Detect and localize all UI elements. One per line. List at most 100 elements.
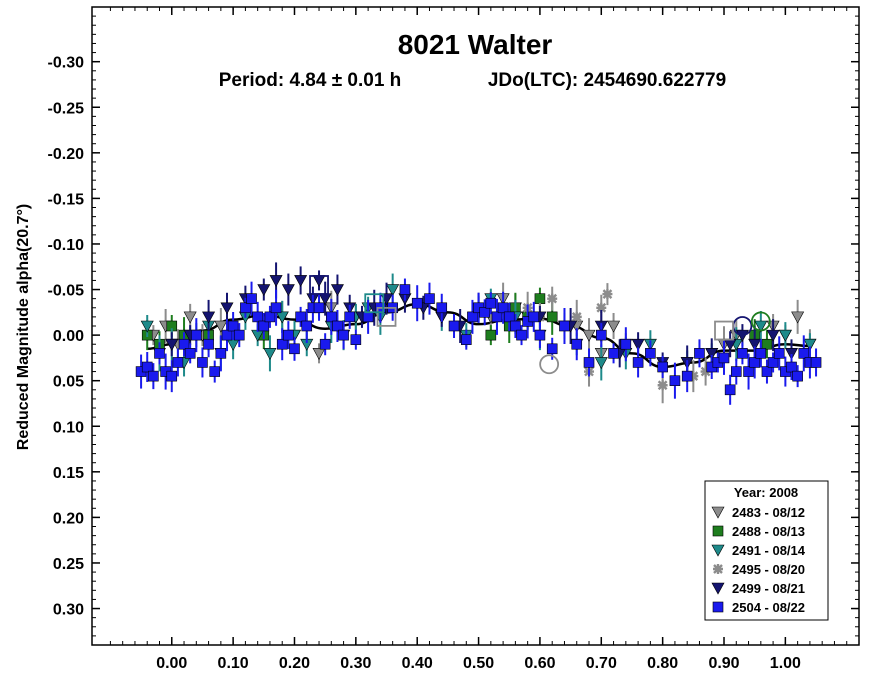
data-point: [275, 311, 289, 324]
data-point: [166, 370, 178, 382]
data-point: [172, 357, 184, 368]
data-point: [497, 302, 509, 314]
highlight-square: [309, 275, 329, 295]
data-point: [724, 384, 736, 396]
data-point: [209, 366, 221, 377]
data-point: [220, 302, 234, 315]
y-tick-label: -0.15: [48, 191, 85, 208]
data-point: [688, 371, 699, 382]
data-point: [479, 307, 491, 318]
data-point: [350, 334, 362, 345]
data-point: [330, 284, 344, 297]
data-point: [338, 329, 349, 341]
x-tick-label: 0.40: [402, 655, 433, 672]
data-point: [645, 348, 656, 359]
data-point: [276, 338, 288, 350]
legend-title: Year: 2008: [734, 485, 798, 500]
data-point: [516, 329, 527, 341]
y-tick-label: 0.00: [53, 328, 84, 345]
legend-label: 2499 - 08/21: [732, 581, 805, 596]
data-point: [312, 348, 326, 360]
highlight-square: [714, 320, 734, 341]
legend-marker: [713, 564, 723, 574]
data-point: [534, 329, 546, 341]
data-point: [313, 302, 325, 314]
data-point: [607, 320, 621, 333]
data-point: [718, 352, 730, 364]
data-point: [246, 293, 257, 304]
data-point: [215, 348, 227, 359]
data-point: [141, 361, 153, 373]
x-tick-label: 0.90: [708, 655, 739, 672]
data-point: [184, 348, 196, 359]
data-point: [669, 375, 681, 386]
x-tick-label: 0.00: [156, 655, 187, 672]
highlight-circle: [539, 354, 560, 375]
period-subtitle: Period: 4.84 ± 0.01 h: [219, 70, 402, 91]
data-point: [583, 357, 595, 368]
data-point: [602, 289, 613, 300]
data-point: [485, 297, 497, 309]
data-point: [424, 293, 435, 304]
x-tick-label: 0.20: [279, 655, 310, 672]
data-point: [749, 357, 760, 368]
data-point: [362, 311, 374, 323]
data-point: [503, 311, 515, 323]
data-point: [140, 320, 154, 333]
data-point: [448, 320, 460, 332]
data-point: [559, 320, 570, 332]
legend-marker: [711, 582, 725, 595]
data-point: [263, 348, 277, 360]
data-point: [221, 329, 233, 341]
data-point: [289, 343, 300, 355]
y-tick-label: -0.25: [48, 100, 85, 117]
data-point: [754, 320, 768, 333]
data-point: [767, 357, 779, 368]
data-point: [791, 311, 805, 324]
data-point: [546, 343, 558, 355]
data-point: [773, 348, 785, 359]
data-point: [798, 348, 810, 359]
legend-label: 2491 - 08/14: [732, 543, 806, 558]
data-point: [755, 348, 767, 359]
data-point: [214, 320, 228, 333]
y-tick-label: 0.05: [53, 374, 84, 391]
legend-label: 2495 - 08/20: [732, 562, 805, 577]
chart-title: 8021 Walter: [398, 29, 553, 60]
data-point: [183, 311, 197, 324]
data-point: [399, 284, 411, 295]
data-point: [810, 357, 822, 368]
legend-box: [704, 480, 829, 621]
data-point: [411, 297, 423, 309]
y-tick-label: 0.25: [53, 556, 84, 573]
legend-label: 2483 - 08/12: [732, 505, 805, 520]
data-point: [803, 338, 817, 351]
data-point: [657, 361, 668, 373]
data-point: [252, 311, 263, 323]
data-point: [547, 293, 558, 304]
data-point: [743, 366, 754, 377]
data-point: [631, 338, 645, 351]
data-point: [761, 366, 773, 377]
data-point: [595, 329, 607, 341]
data-point: [681, 370, 693, 382]
data-point: [332, 320, 343, 332]
data-point: [269, 275, 283, 288]
data-point: [608, 348, 619, 359]
legend-marker: [712, 601, 724, 613]
y-tick-label: 0.20: [53, 510, 84, 527]
y-tick-label: 0.30: [53, 602, 84, 619]
data-point: [197, 357, 208, 368]
y-tick-label: -0.20: [48, 146, 85, 163]
data-point: [700, 366, 711, 377]
data-point: [257, 284, 271, 297]
data-point: [694, 348, 705, 359]
data-point: [301, 320, 313, 332]
data-point: [534, 293, 546, 304]
data-point: [191, 329, 202, 341]
data-point: [620, 338, 632, 350]
y-tick-label: 0.15: [53, 465, 84, 482]
data-point: [761, 338, 773, 350]
data-point: [319, 338, 331, 350]
data-point: [596, 302, 607, 313]
